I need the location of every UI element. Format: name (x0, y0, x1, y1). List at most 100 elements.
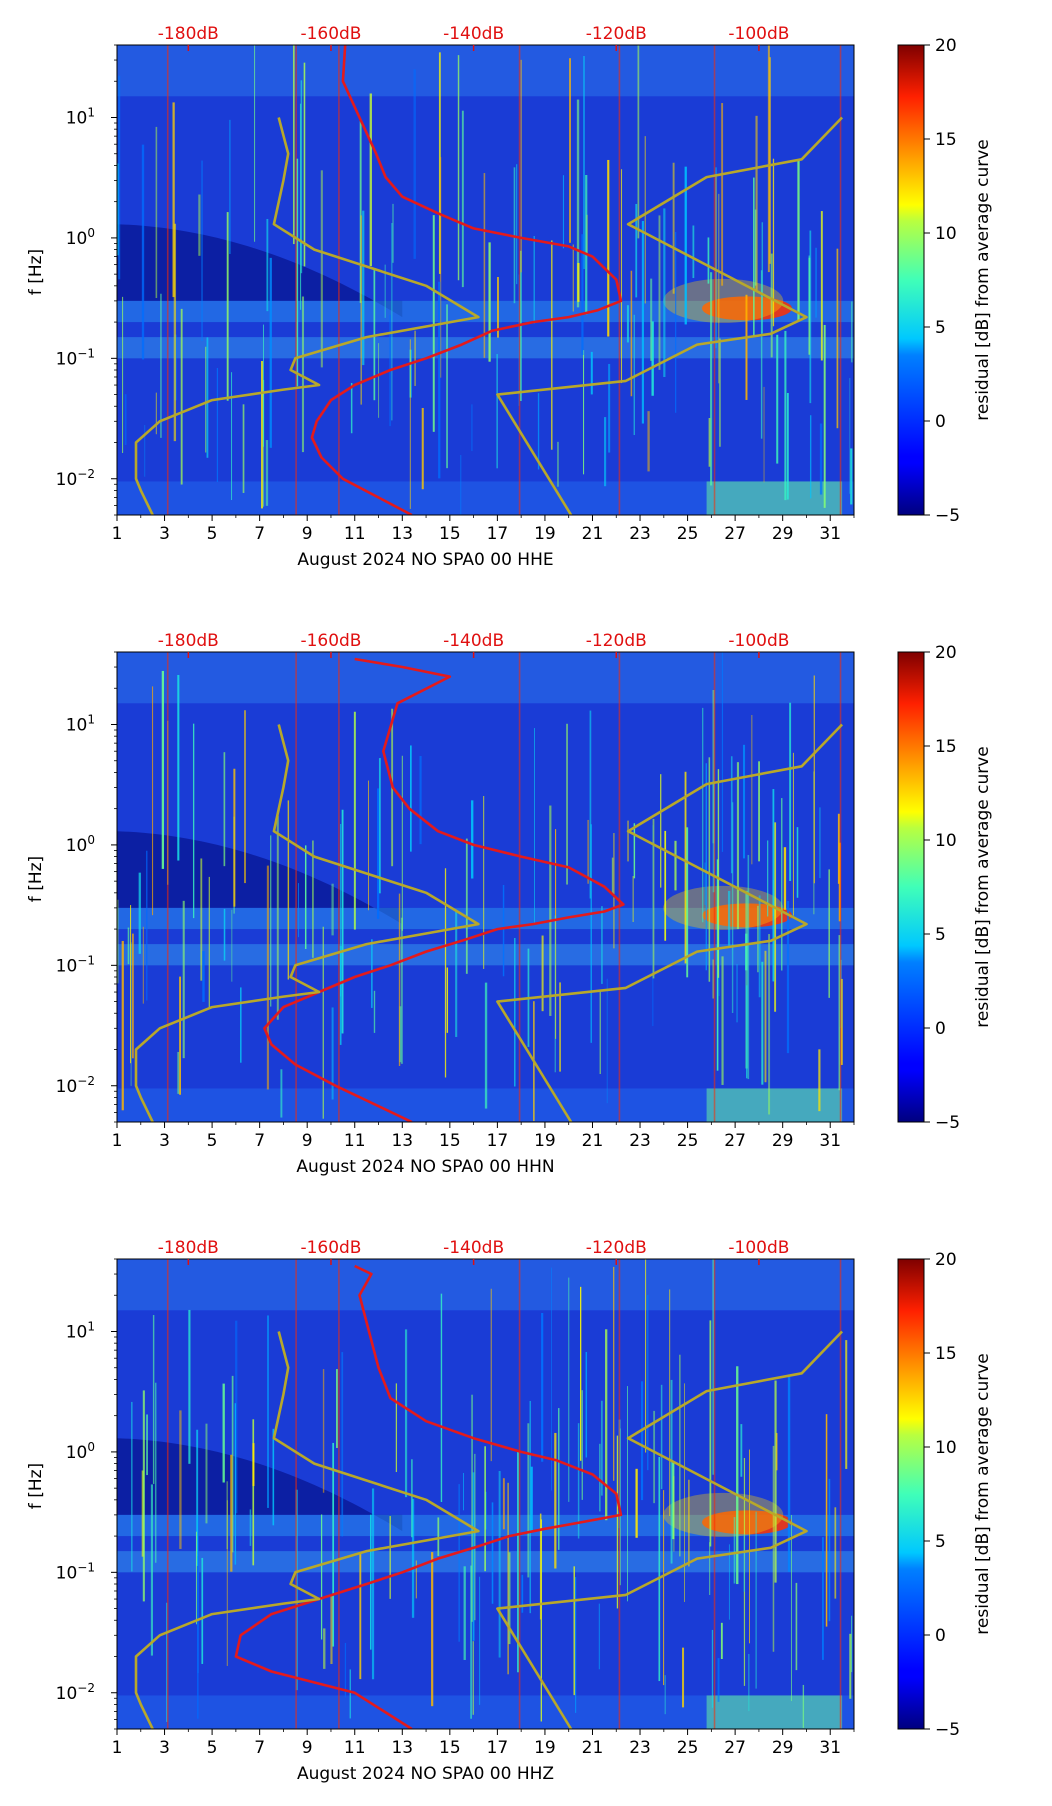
heatmap-streak (362, 210, 365, 366)
heatmap-event-line (518, 1259, 521, 1729)
x-tick-label: 13 (391, 524, 413, 544)
heatmap-streak (142, 1390, 145, 1602)
heatmap-event-line (713, 45, 716, 515)
heatmap-streak (118, 75, 121, 280)
heatmap-streak (198, 194, 201, 256)
y-tick-label: 10−1 (56, 1560, 95, 1583)
heatmap-streak (721, 956, 724, 1085)
heatmap-streak (569, 58, 571, 243)
heatmap-streak (576, 99, 580, 308)
heatmap-streak (675, 231, 677, 413)
heatmap-streak (796, 827, 799, 898)
heatmap-streak (709, 1542, 711, 1595)
colorbar-tick-label: 10 (935, 831, 957, 851)
heatmap-streak (589, 710, 592, 899)
heatmap-streak (401, 755, 403, 931)
heatmap-streak (653, 1410, 656, 1504)
heatmap-streak (672, 162, 675, 294)
heatmap-streak (180, 308, 183, 485)
heatmap-streak (488, 242, 491, 362)
heatmap-streak (718, 338, 721, 447)
heatmap-streak (340, 823, 342, 997)
heatmap-streak (177, 674, 180, 861)
heatmap-streak (647, 1294, 649, 1471)
heatmap-streak (731, 802, 734, 1013)
panel-hhz: 1 3 5 7 9 11 13 15 17 19 21 23 25 27 29 3110−210−110010… (26, 1238, 993, 1784)
heatmap-streak (438, 281, 441, 479)
heatmap-streak (414, 330, 416, 386)
heatmap-band-high-freq (117, 45, 854, 97)
heatmap-streak (344, 1642, 347, 1698)
heatmap-streak (599, 990, 601, 1075)
heatmap-streak (795, 1582, 798, 1671)
heatmap-storm-halo (663, 1492, 784, 1537)
colorbar-tick-label: 0 (935, 1626, 946, 1646)
heatmap-streak (790, 1514, 792, 1702)
heatmap-streak (559, 982, 561, 1072)
heatmap-streak (151, 686, 154, 916)
panel-hhn: 1 3 5 7 9 11 13 15 17 19 21 23 25 27 29 3110−210−110010… (26, 631, 993, 1177)
heatmap-streak (784, 330, 787, 501)
heatmap-streak (444, 868, 447, 1078)
heatmap-streak (736, 964, 738, 1023)
heatmap-streak (130, 905, 132, 1064)
heatmap-streak (736, 762, 740, 930)
heatmap-streak (371, 939, 373, 1008)
x-tick-label: 31 (819, 524, 841, 544)
heatmap-streak (127, 927, 130, 965)
heatmap-band-high-freq (117, 652, 854, 704)
heatmap-streak (747, 854, 750, 1080)
heatmap-streak (802, 1684, 805, 1728)
heatmap-streak (244, 710, 246, 884)
heatmap-streak (142, 926, 144, 1004)
heatmap-streak (641, 220, 644, 424)
heatmap-streak (613, 833, 615, 949)
heatmap-event-line (338, 652, 340, 1122)
x-axis-label: August 2024 NO SPA0 00 HHN (296, 1157, 554, 1177)
heatmap-streak (301, 296, 305, 453)
x-tick-label: 23 (629, 524, 651, 544)
x-tick-label: 31 (819, 1738, 841, 1758)
heatmap-event-line (338, 45, 340, 515)
heatmap-streak (781, 798, 783, 971)
heatmap-streak (740, 1424, 743, 1477)
heatmap-streak (742, 744, 746, 859)
heatmap-streak (573, 1566, 575, 1696)
heatmap-streak (716, 859, 719, 1071)
heatmap-streak (150, 1484, 153, 1656)
heatmap-streak (604, 417, 607, 487)
colorbar-tick-label: 10 (935, 1438, 957, 1458)
heatmap-streak (605, 1329, 608, 1521)
heatmap-streak (554, 1432, 557, 1569)
heatmap-event-line (295, 45, 297, 515)
heatmap-streak (508, 1552, 511, 1645)
heatmap-streak (411, 1459, 413, 1538)
x-tick-label: 3 (159, 1131, 170, 1151)
x-tick-label: 13 (391, 1131, 413, 1151)
heatmap-streak (304, 845, 307, 949)
heatmap-streak (389, 1516, 391, 1599)
top-db-label: -120dB (586, 24, 647, 44)
x-axis-label: August 2024 NO SPA0 00 HHE (297, 550, 553, 570)
heatmap-streak (463, 1566, 466, 1660)
series-median-psd (263, 657, 625, 1122)
heatmap-streak (483, 173, 486, 358)
x-tick-label: 7 (254, 1738, 265, 1758)
heatmap-streak (767, 840, 769, 917)
heatmap-streak (287, 800, 290, 980)
heatmap-streak (754, 209, 757, 286)
heatmap-streak (840, 978, 843, 1065)
heatmap-streak (786, 900, 790, 1054)
series-nlnm (134, 724, 480, 1122)
heatmap-streak (692, 225, 695, 279)
heatmap-streak (242, 404, 245, 493)
heatmap-streak (439, 157, 442, 378)
heatmap-streak (557, 441, 559, 487)
heatmap-streak (179, 1410, 182, 1549)
heatmap-streak (539, 1513, 542, 1620)
heatmap-streak (254, 45, 256, 242)
heatmap-streak (353, 711, 356, 930)
heatmap-streak (392, 203, 394, 263)
heatmap-streak (122, 296, 124, 454)
series-nhnm (496, 116, 844, 515)
